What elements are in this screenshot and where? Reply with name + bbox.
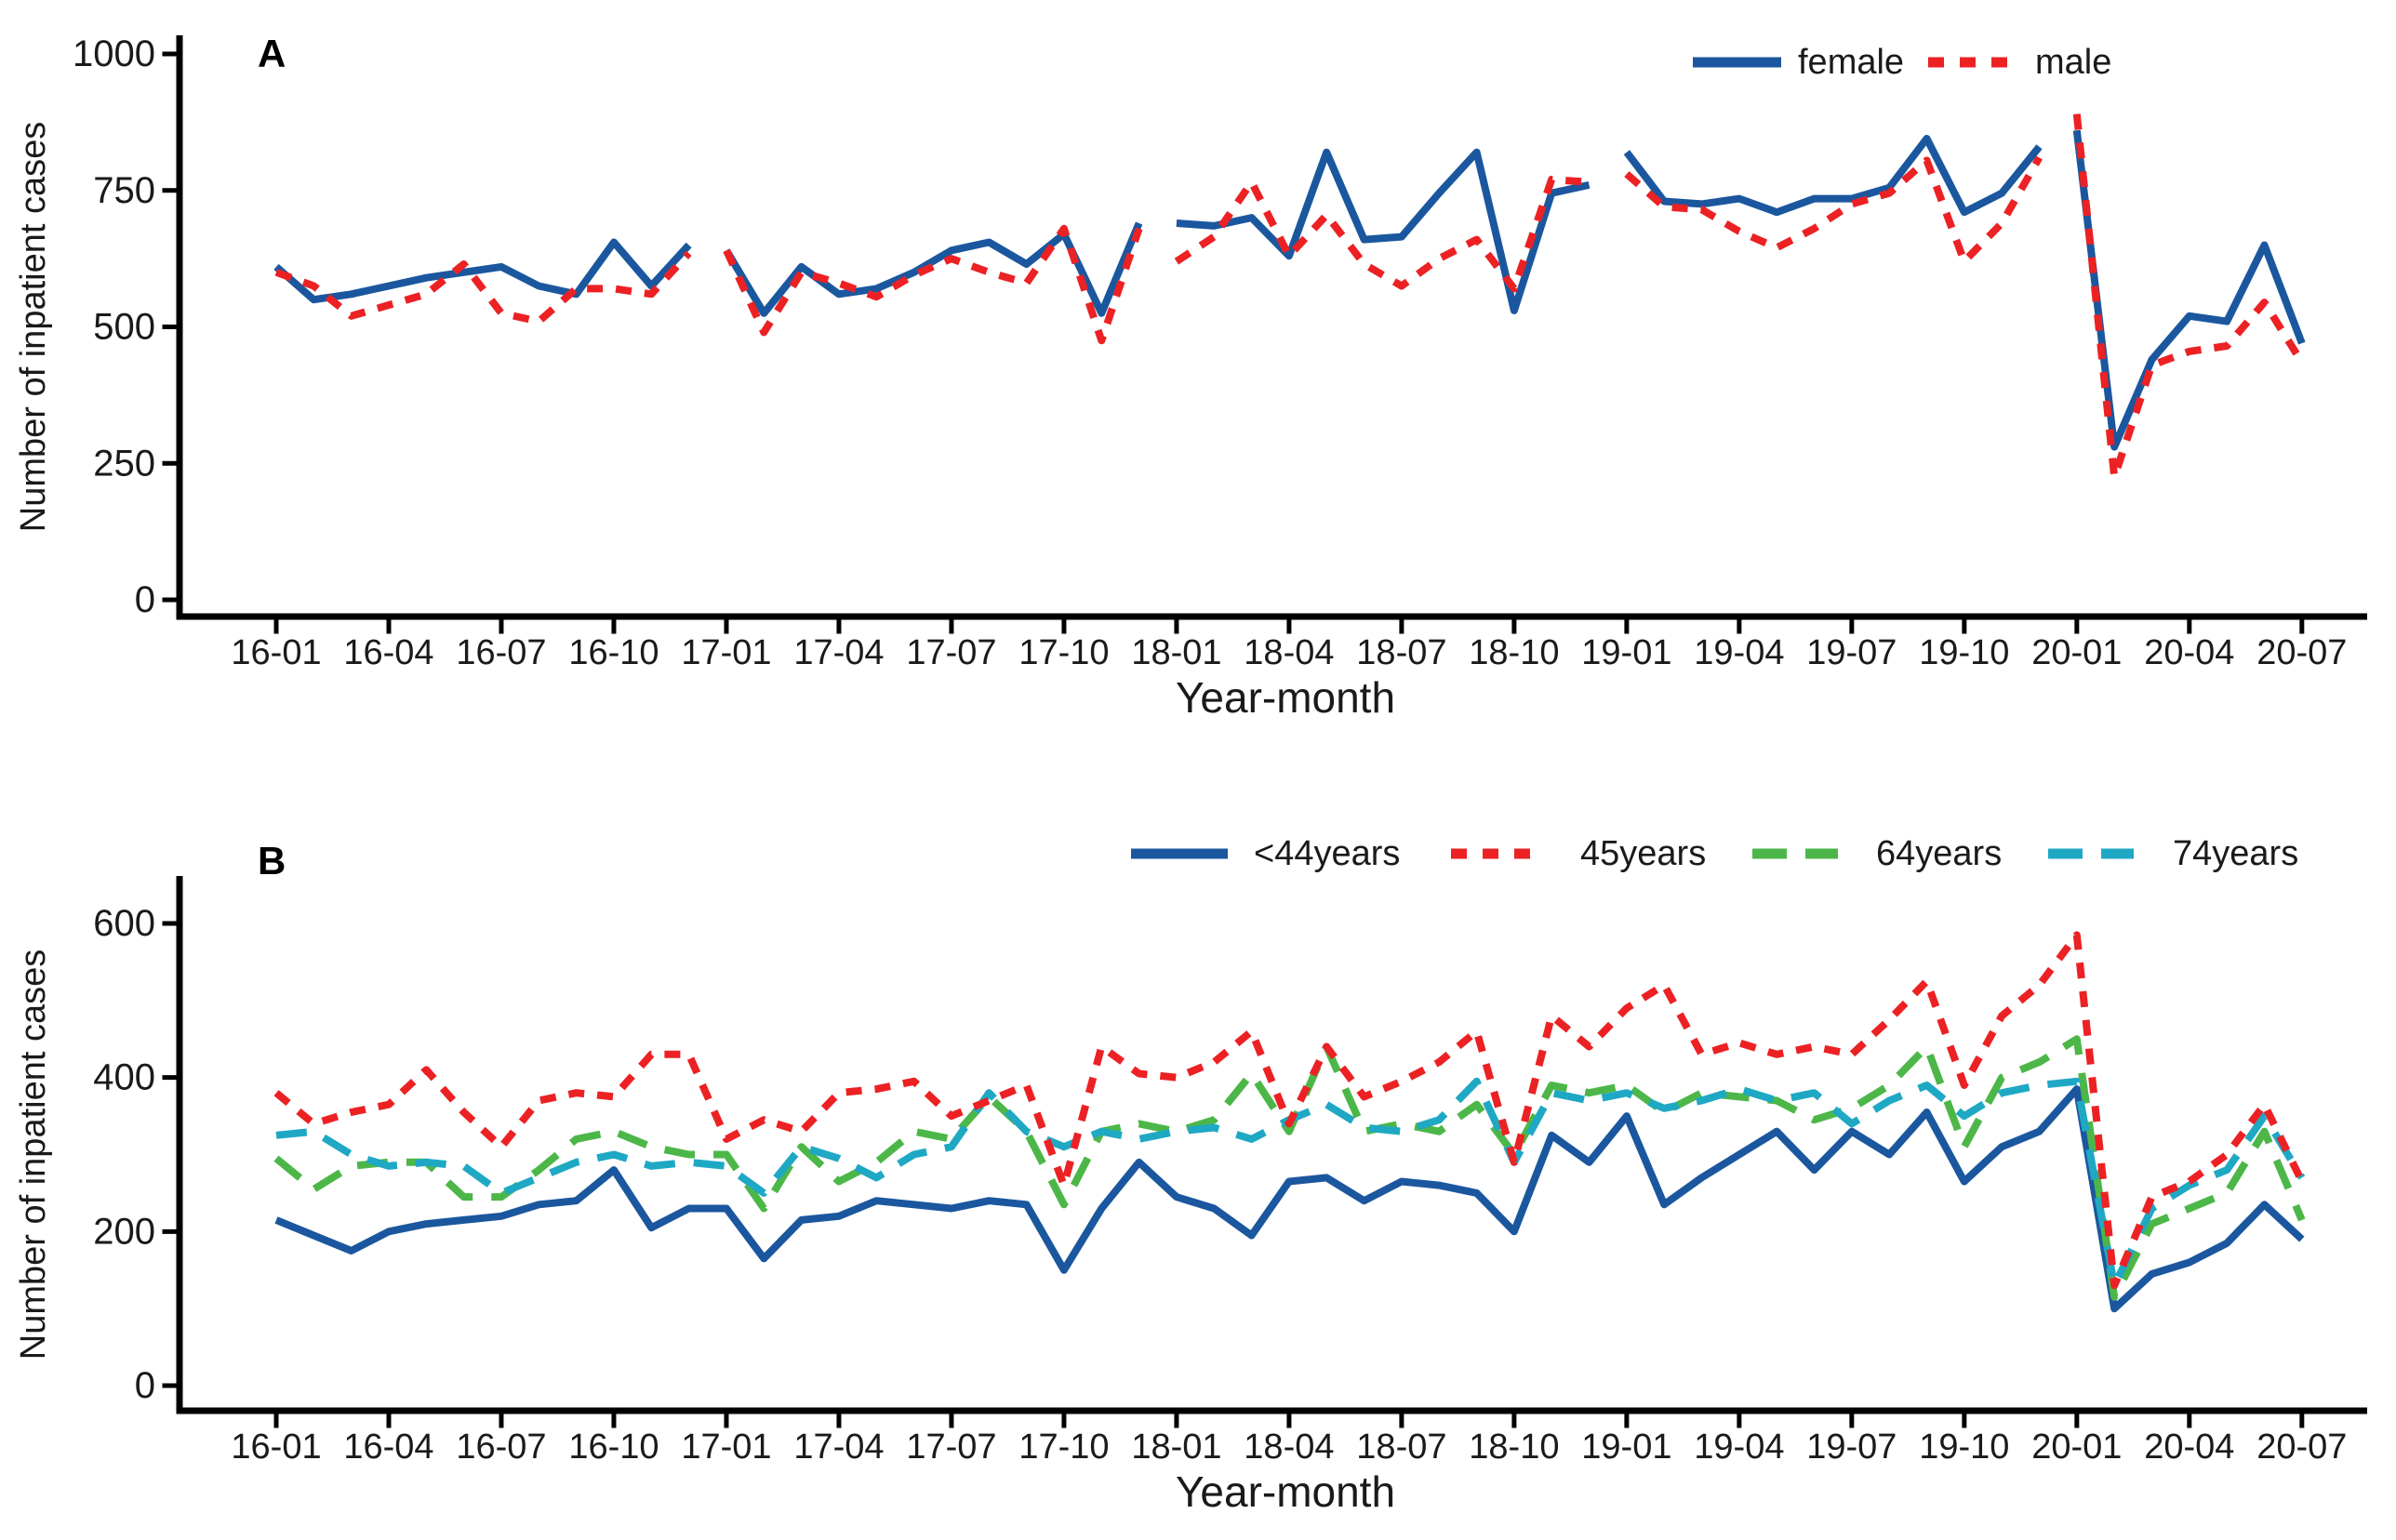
series-lines: [273, 113, 2306, 481]
x-tick-label: 18-01: [1131, 633, 1221, 672]
x-tick-label: 19-10: [1919, 1427, 2009, 1467]
legend-label-male: male: [2035, 43, 2111, 82]
series-line-male: [1624, 155, 2043, 266]
panel-letter: A: [258, 32, 286, 75]
series-line-male: [1174, 176, 1590, 293]
x-tick-label: 17-10: [1018, 1427, 1109, 1467]
x-tick-label: 19-07: [1806, 633, 1897, 672]
series-line-female: [1623, 135, 2043, 217]
x-tick-label: 16-04: [343, 633, 433, 672]
panel-B: 0 200 400 600 16-01 16-04 16-07 16-10 17-01 17-04…: [14, 834, 2367, 1516]
x-tick-label: 17-07: [906, 633, 996, 672]
series-line-64years: [273, 1035, 2306, 1301]
y-tick-label: 600: [93, 903, 155, 944]
x-tick-label: 20-01: [2031, 1427, 2122, 1467]
x-tick-label: 20-07: [2256, 1427, 2347, 1467]
x-tick-label: 18-10: [1469, 633, 1559, 672]
y-tick-label: 250: [93, 443, 155, 484]
x-axis-ticks: 16-01 16-04 16-07 16-10 17-01 17-04 17-07 17-10…: [231, 1414, 2347, 1467]
x-tick-label: 18-10: [1469, 1427, 1559, 1467]
x-tick-label: 16-01: [231, 1427, 321, 1467]
series-lines: [273, 931, 2306, 1313]
x-tick-label: 17-07: [906, 1427, 996, 1467]
x-axis-title: Year-month: [1176, 673, 1395, 722]
x-tick-label: 17-04: [793, 1427, 884, 1467]
series-line-45years: [273, 931, 2306, 1290]
x-tick-label: 20-07: [2256, 633, 2347, 672]
x-tick-label: 17-04: [793, 633, 884, 672]
x-tick-label: 19-01: [1581, 633, 1671, 672]
x-tick-label: 20-04: [2144, 633, 2234, 672]
legend-label-64years: 64years: [1876, 834, 2002, 873]
x-tick-label: 18-04: [1244, 1427, 1334, 1467]
y-axis-ticks: 0 250 500 750 1000: [73, 33, 180, 620]
x-tick-label: 18-07: [1356, 1427, 1446, 1467]
panel-letter: B: [258, 839, 286, 883]
series-line-male: [2072, 113, 2306, 481]
series-line-male: [723, 224, 1143, 345]
legend-label--44years: <44years: [1254, 834, 1400, 873]
y-axis-ticks: 0 200 400 600: [93, 903, 180, 1406]
x-tick-label: 17-01: [681, 1427, 771, 1467]
series-line-female: [273, 238, 692, 304]
series-line-female: [723, 221, 1143, 317]
x-tick-label: 20-04: [2144, 1427, 2234, 1467]
y-axis-title: Number of inpatient cases: [14, 949, 53, 1360]
x-tick-label: 16-10: [568, 1427, 659, 1467]
x-axis-title: Year-month: [1176, 1467, 1395, 1516]
y-tick-label: 750: [93, 170, 155, 211]
x-axis-ticks: 16-01 16-04 16-07 16-10 17-01 17-04 17-07 17-10…: [231, 619, 2347, 672]
y-tick-label: 1000: [73, 33, 155, 74]
x-tick-label: 16-10: [568, 633, 659, 672]
y-axis-title: Number of inpatient cases: [14, 122, 53, 532]
series-line-male: [274, 250, 692, 325]
x-tick-label: 19-04: [1694, 633, 1784, 672]
x-tick-label: 18-01: [1131, 1427, 1221, 1467]
x-tick-label: 19-04: [1694, 1427, 1784, 1467]
legend: <44years 45years 64years 74years: [1131, 834, 2298, 873]
x-tick-label: 18-07: [1356, 633, 1446, 672]
legend-label-female: female: [1798, 43, 1904, 82]
x-tick-label: 17-01: [681, 633, 771, 672]
series-line-female: [2072, 129, 2306, 451]
x-tick-label: 19-07: [1806, 1427, 1897, 1467]
x-tick-label: 18-04: [1244, 633, 1334, 672]
x-tick-label: 16-01: [231, 633, 321, 672]
x-tick-label: 16-07: [456, 633, 546, 672]
y-tick-label: 0: [135, 1365, 155, 1406]
y-tick-label: 500: [93, 307, 155, 348]
x-tick-label: 20-01: [2031, 633, 2122, 672]
y-tick-label: 200: [93, 1211, 155, 1252]
x-tick-label: 17-10: [1018, 633, 1109, 672]
legend-label-45years: 45years: [1580, 834, 1706, 873]
x-tick-label: 19-10: [1919, 633, 2009, 672]
y-tick-label: 400: [93, 1057, 155, 1098]
x-tick-label: 16-04: [343, 1427, 433, 1467]
legend-label-74years: 74years: [2173, 834, 2298, 873]
series-line-female: [1176, 148, 1591, 314]
x-tick-label: 16-07: [456, 1427, 546, 1467]
legend: female male: [1693, 43, 2111, 82]
x-tick-label: 19-01: [1581, 1427, 1671, 1467]
y-tick-label: 0: [135, 579, 155, 620]
series-line--44years: [274, 1085, 2305, 1313]
